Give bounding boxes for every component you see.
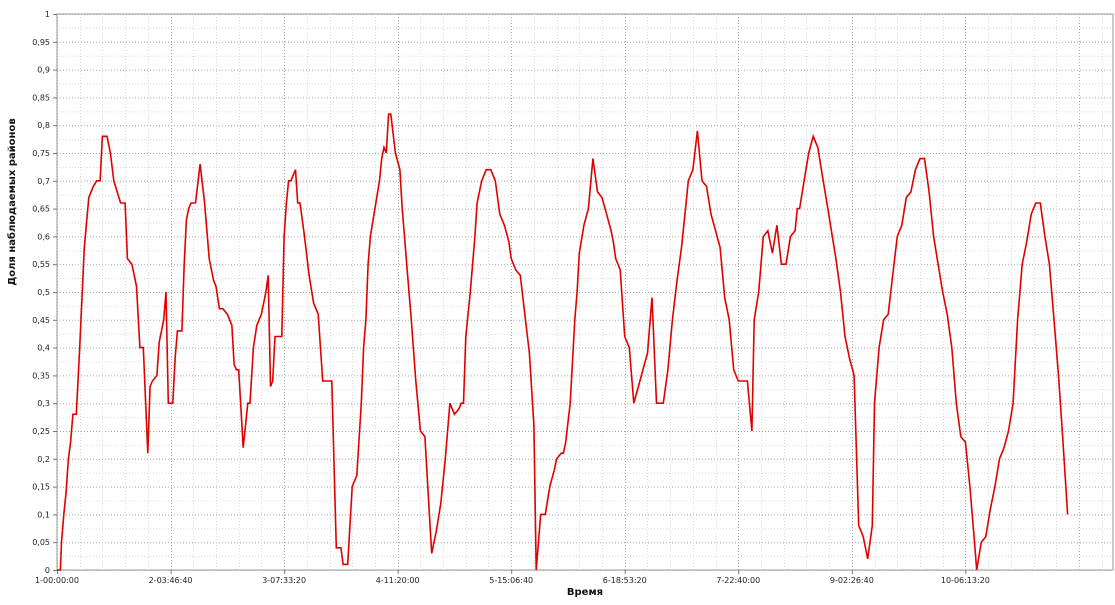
y-tick-label: 0,8 [37, 121, 50, 130]
y-tick-label: 0,15 [32, 483, 50, 492]
x-tick-label: 4-11:20:00 [376, 576, 420, 585]
x-tick-label: 3-07:33:20 [262, 576, 306, 585]
y-tick-label: 0,75 [32, 149, 50, 158]
y-tick-label: 0 [45, 566, 50, 575]
y-tick-label: 0,55 [32, 260, 50, 269]
y-tick-label: 0,05 [32, 538, 50, 547]
x-tick-label: 6-18:53:20 [603, 576, 647, 585]
y-tick-label: 0,5 [37, 288, 50, 297]
x-tick-label: 9-02:26:40 [830, 576, 874, 585]
y-tick-label: 0,65 [32, 205, 50, 214]
x-tick-label: 5-15:06:40 [489, 576, 533, 585]
x-tick-label: 10-06:13:20 [941, 576, 990, 585]
y-tick-label: 0,2 [37, 455, 50, 464]
x-tick-label: 2-03:46:40 [149, 576, 193, 585]
y-tick-label: 0,35 [32, 371, 50, 380]
y-tick-label: 0,85 [32, 93, 50, 102]
x-axis-title: Время [567, 587, 603, 598]
y-tick-label: 1 [45, 10, 50, 19]
y-tick-label: 0,95 [32, 38, 50, 47]
y-tick-label: 0,4 [37, 344, 50, 353]
x-tick-label: 7-22:40:00 [716, 576, 760, 585]
y-tick-label: 0,25 [32, 427, 50, 436]
y-tick-label: 0,9 [37, 66, 50, 75]
y-tick-label: 0,6 [37, 232, 50, 241]
y-axis-title: Доля наблюдаемых районов [6, 118, 18, 285]
y-tick-label: 0,3 [37, 399, 50, 408]
y-tick-label: 0,7 [37, 177, 50, 186]
y-tick-label: 0,45 [32, 316, 50, 325]
y-tick-label: 0,1 [37, 510, 50, 519]
x-tick-label: 1-00:00:00 [35, 576, 79, 585]
